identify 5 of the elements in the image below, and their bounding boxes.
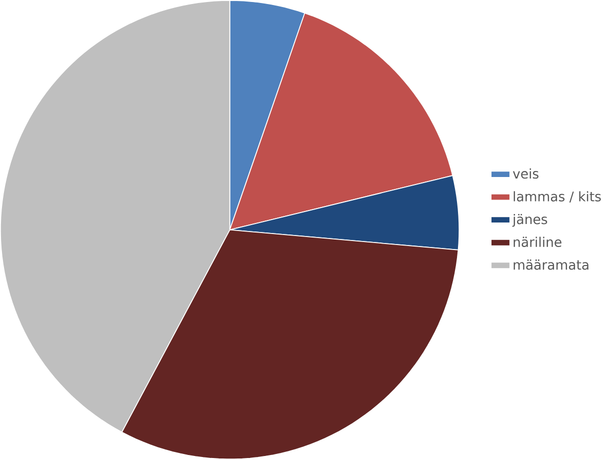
legend-label: lammas / kits — [514, 191, 601, 203]
legend-label: jänes — [512, 214, 548, 228]
legend-label: näriline — [514, 236, 562, 248]
legend-label: veis — [512, 168, 538, 179]
legend-label: määramata — [514, 260, 588, 270]
